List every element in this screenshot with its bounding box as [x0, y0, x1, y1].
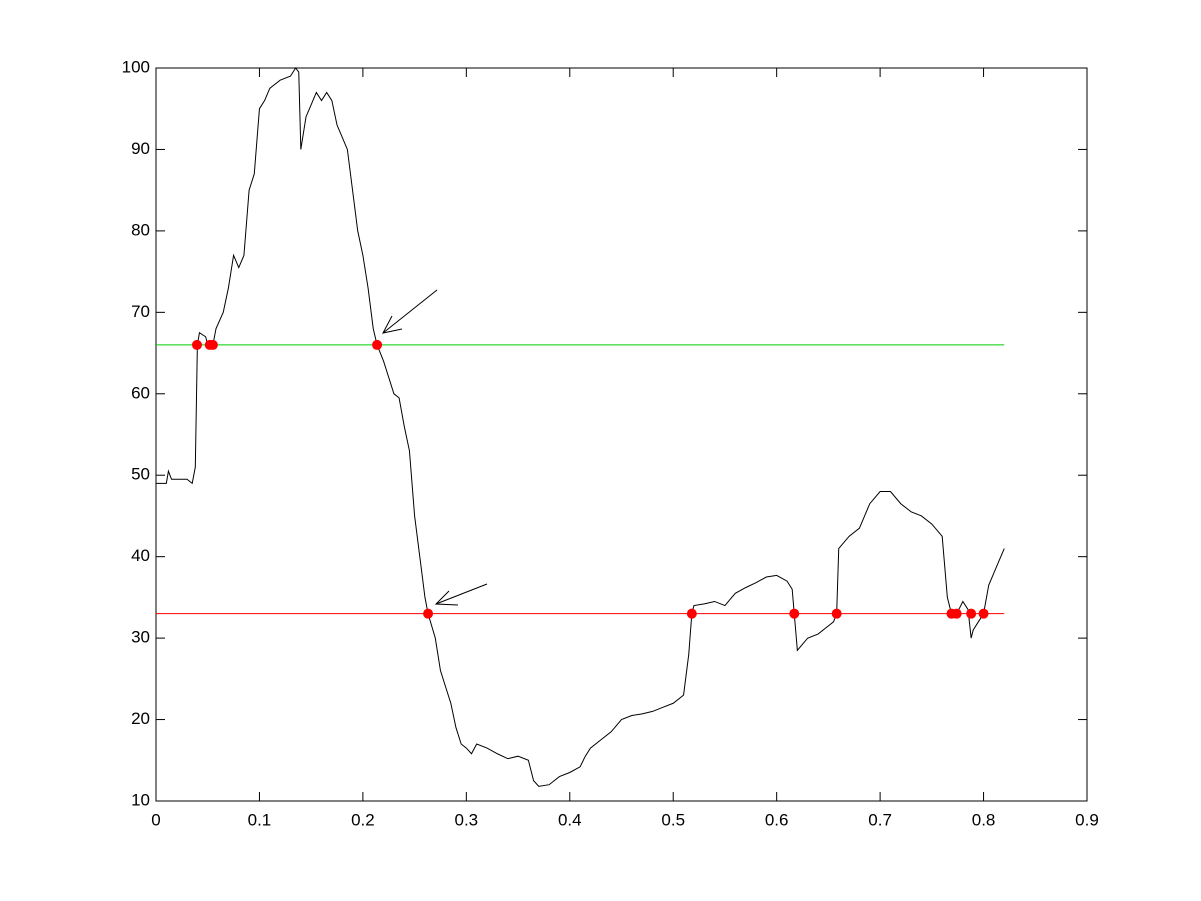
arrow	[382, 289, 438, 334]
y-tick-label: 10	[131, 790, 150, 809]
data-point	[789, 608, 800, 619]
x-tick-label: 0.1	[248, 810, 272, 829]
x-tick-label: 0.7	[868, 810, 892, 829]
y-tick-label: 90	[131, 139, 150, 158]
y-tick-label: 30	[131, 628, 150, 647]
y-tick-label: 70	[131, 302, 150, 321]
y-tick-label: 40	[131, 546, 150, 565]
data-point	[831, 608, 842, 619]
data-point	[951, 608, 962, 619]
data-point	[686, 608, 697, 619]
x-tick-label: 0.2	[351, 810, 375, 829]
data-point	[423, 608, 434, 619]
x-tick-label: 0.4	[558, 810, 582, 829]
data-point	[191, 339, 202, 350]
data-point	[372, 339, 383, 350]
data-point	[978, 608, 989, 619]
data-point	[966, 608, 977, 619]
x-tick-label: 0.5	[661, 810, 685, 829]
x-tick-label: 0.9	[1075, 810, 1099, 829]
data-point	[207, 339, 218, 350]
data-line	[156, 67, 1005, 787]
x-tick-label: 0.8	[972, 810, 996, 829]
y-tick-label: 20	[131, 709, 150, 728]
y-tick-label: 80	[131, 220, 150, 239]
x-tick-label: 0.6	[765, 810, 789, 829]
arrow	[434, 583, 488, 606]
y-tick-label: 60	[131, 383, 150, 402]
plot-frame	[155, 67, 1088, 802]
y-tick-label: 50	[131, 465, 150, 484]
y-tick-label: 100	[122, 57, 150, 76]
x-tick-label: 0	[151, 810, 160, 829]
x-tick-label: 0.3	[455, 810, 479, 829]
